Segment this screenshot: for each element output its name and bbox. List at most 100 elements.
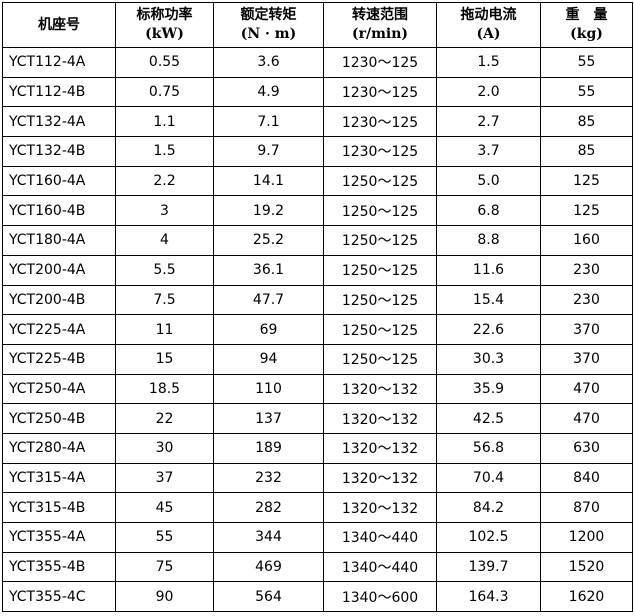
table-cell: 139.7 [436,551,541,583]
model-cell: YCT315-4A [2,462,116,494]
table-cell: 90 [115,581,214,613]
column-title: 额定转矩 [240,7,297,23]
model-cell: YCT200-4A [2,254,116,286]
table-cell: 564 [213,581,324,613]
model-cell: YCT250-4B [2,403,116,434]
table-cell: 230 [540,254,633,286]
column-unit: (r/min) [351,26,409,42]
column-unit: (kW) [145,26,184,42]
table-cell: 160 [540,225,633,256]
table-cell: 1340～600 [323,581,437,613]
table-cell: 70.4 [436,462,541,494]
model-cell: YCT112-4B [2,76,116,108]
column-header: 重 量 (kg) [540,2,633,48]
table-cell: 1.5 [436,47,541,78]
model-cell: YCT112-4A [2,47,116,78]
table-cell: 75 [115,551,214,583]
table-row: YCT112-4B 0.75 4.9 1230～125 2.0 55 [2,76,633,108]
column-unit: (kg) [570,26,603,42]
table-cell: 14.1 [213,165,324,197]
column-title: 标称功率 [136,7,193,23]
table-cell: 840 [540,462,633,494]
table-cell: 2.2 [115,165,214,197]
table-cell: 125 [540,165,633,197]
column-header: 转速范围 (r/min) [323,2,437,48]
table-cell: 1320～132 [323,403,437,434]
table-row: YCT355-4C 90 564 1340～600 164.3 1620 [2,581,633,613]
table-cell: 1320～132 [323,432,437,464]
model-cell: YCT355-4C [2,581,116,613]
table-row: YCT132-4B 1.5 9.7 1230～125 3.7 85 [2,136,633,167]
table-cell: 15 [115,343,214,375]
table-cell: 94 [213,343,324,375]
column-header: 标称功率 (kW) [115,2,214,48]
table-cell: 4 [115,225,214,256]
column-unit: (A) [476,26,501,42]
table-row: YCT315-4B 45 282 1320～132 84.2 870 [2,492,633,523]
table-cell: 35.9 [436,373,541,405]
table-cell: 1340～440 [323,522,437,553]
table-cell: 232 [213,462,324,494]
table-cell: 1.1 [115,106,214,138]
table-cell: 1250～125 [323,195,437,227]
model-cell: YCT200-4B [2,284,116,316]
table-cell: 0.75 [115,76,214,108]
table-cell: 164.3 [436,581,541,613]
table-cell: 3.6 [213,47,324,78]
model-cell: YCT280-4A [2,432,116,464]
table-cell: 3.7 [436,136,541,167]
table-cell: 2.0 [436,76,541,108]
column-title: 拖动电流 [460,7,517,23]
table-cell: 22.6 [436,314,541,345]
table-cell: 42.5 [436,403,541,434]
table-cell: 1250～125 [323,225,437,256]
table-cell: 85 [540,106,633,138]
model-cell: YCT250-4A [2,373,116,405]
table-cell: 8.8 [436,225,541,256]
table-row: YCT355-4B 75 469 1340～440 139.7 1520 [2,551,633,583]
table-cell: 11.6 [436,254,541,286]
table-cell: 37 [115,462,214,494]
model-cell: YCT315-4B [2,492,116,523]
table-cell: 137 [213,403,324,434]
model-cell: YCT180-4A [2,225,116,256]
table-cell: 6.8 [436,195,541,227]
model-cell: YCT160-4A [2,165,116,197]
table-cell: 102.5 [436,522,541,553]
model-cell: YCT132-4B [2,136,116,167]
model-cell: YCT225-4A [2,314,116,345]
table-cell: 5.0 [436,165,541,197]
table-cell: 370 [540,314,633,345]
table-cell: 1320～132 [323,462,437,494]
table-cell: 189 [213,432,324,464]
table-cell: 5.5 [115,254,214,286]
table-row: YCT180-4A 4 25.2 1250～125 8.8 160 [2,225,633,256]
table-cell: 56.8 [436,432,541,464]
table-cell: 0.55 [115,47,214,78]
table-cell: 870 [540,492,633,523]
table-cell: 55 [540,76,633,108]
table-cell: 1230～125 [323,76,437,108]
table-cell: 1520 [540,551,633,583]
table-row: YCT200-4B 7.5 47.7 1250～125 15.4 230 [2,284,633,316]
table-cell: 125 [540,195,633,227]
table-row: YCT160-4B 3 19.2 1250～125 6.8 125 [2,195,633,227]
table-cell: 1250～125 [323,343,437,375]
table-cell: 4.9 [213,76,324,108]
column-title: 机座号 [38,16,80,33]
header-row: 机座号 标称功率 (kW) 额定转矩 (N · m) 转速范围 (r/min) 拖动电流 (A)… [2,2,633,48]
table-row: YCT112-4A 0.55 3.6 1230～125 1.5 55 [2,47,633,78]
table-cell: 1230～125 [323,136,437,167]
table-cell: 7.5 [115,284,214,316]
table-row: YCT132-4A 1.1 7.1 1230～125 2.7 85 [2,106,633,138]
model-cell: YCT225-4B [2,343,116,375]
table-cell: 1250～125 [323,314,437,345]
table-cell: 470 [540,403,633,434]
table-cell: 7.1 [213,106,324,138]
table-cell: 25.2 [213,225,324,256]
table-row: YCT200-4A 5.5 36.1 1250～125 11.6 230 [2,254,633,286]
table-cell: 19.2 [213,195,324,227]
table-cell: 69 [213,314,324,345]
table-cell: 469 [213,551,324,583]
table-cell: 230 [540,284,633,316]
